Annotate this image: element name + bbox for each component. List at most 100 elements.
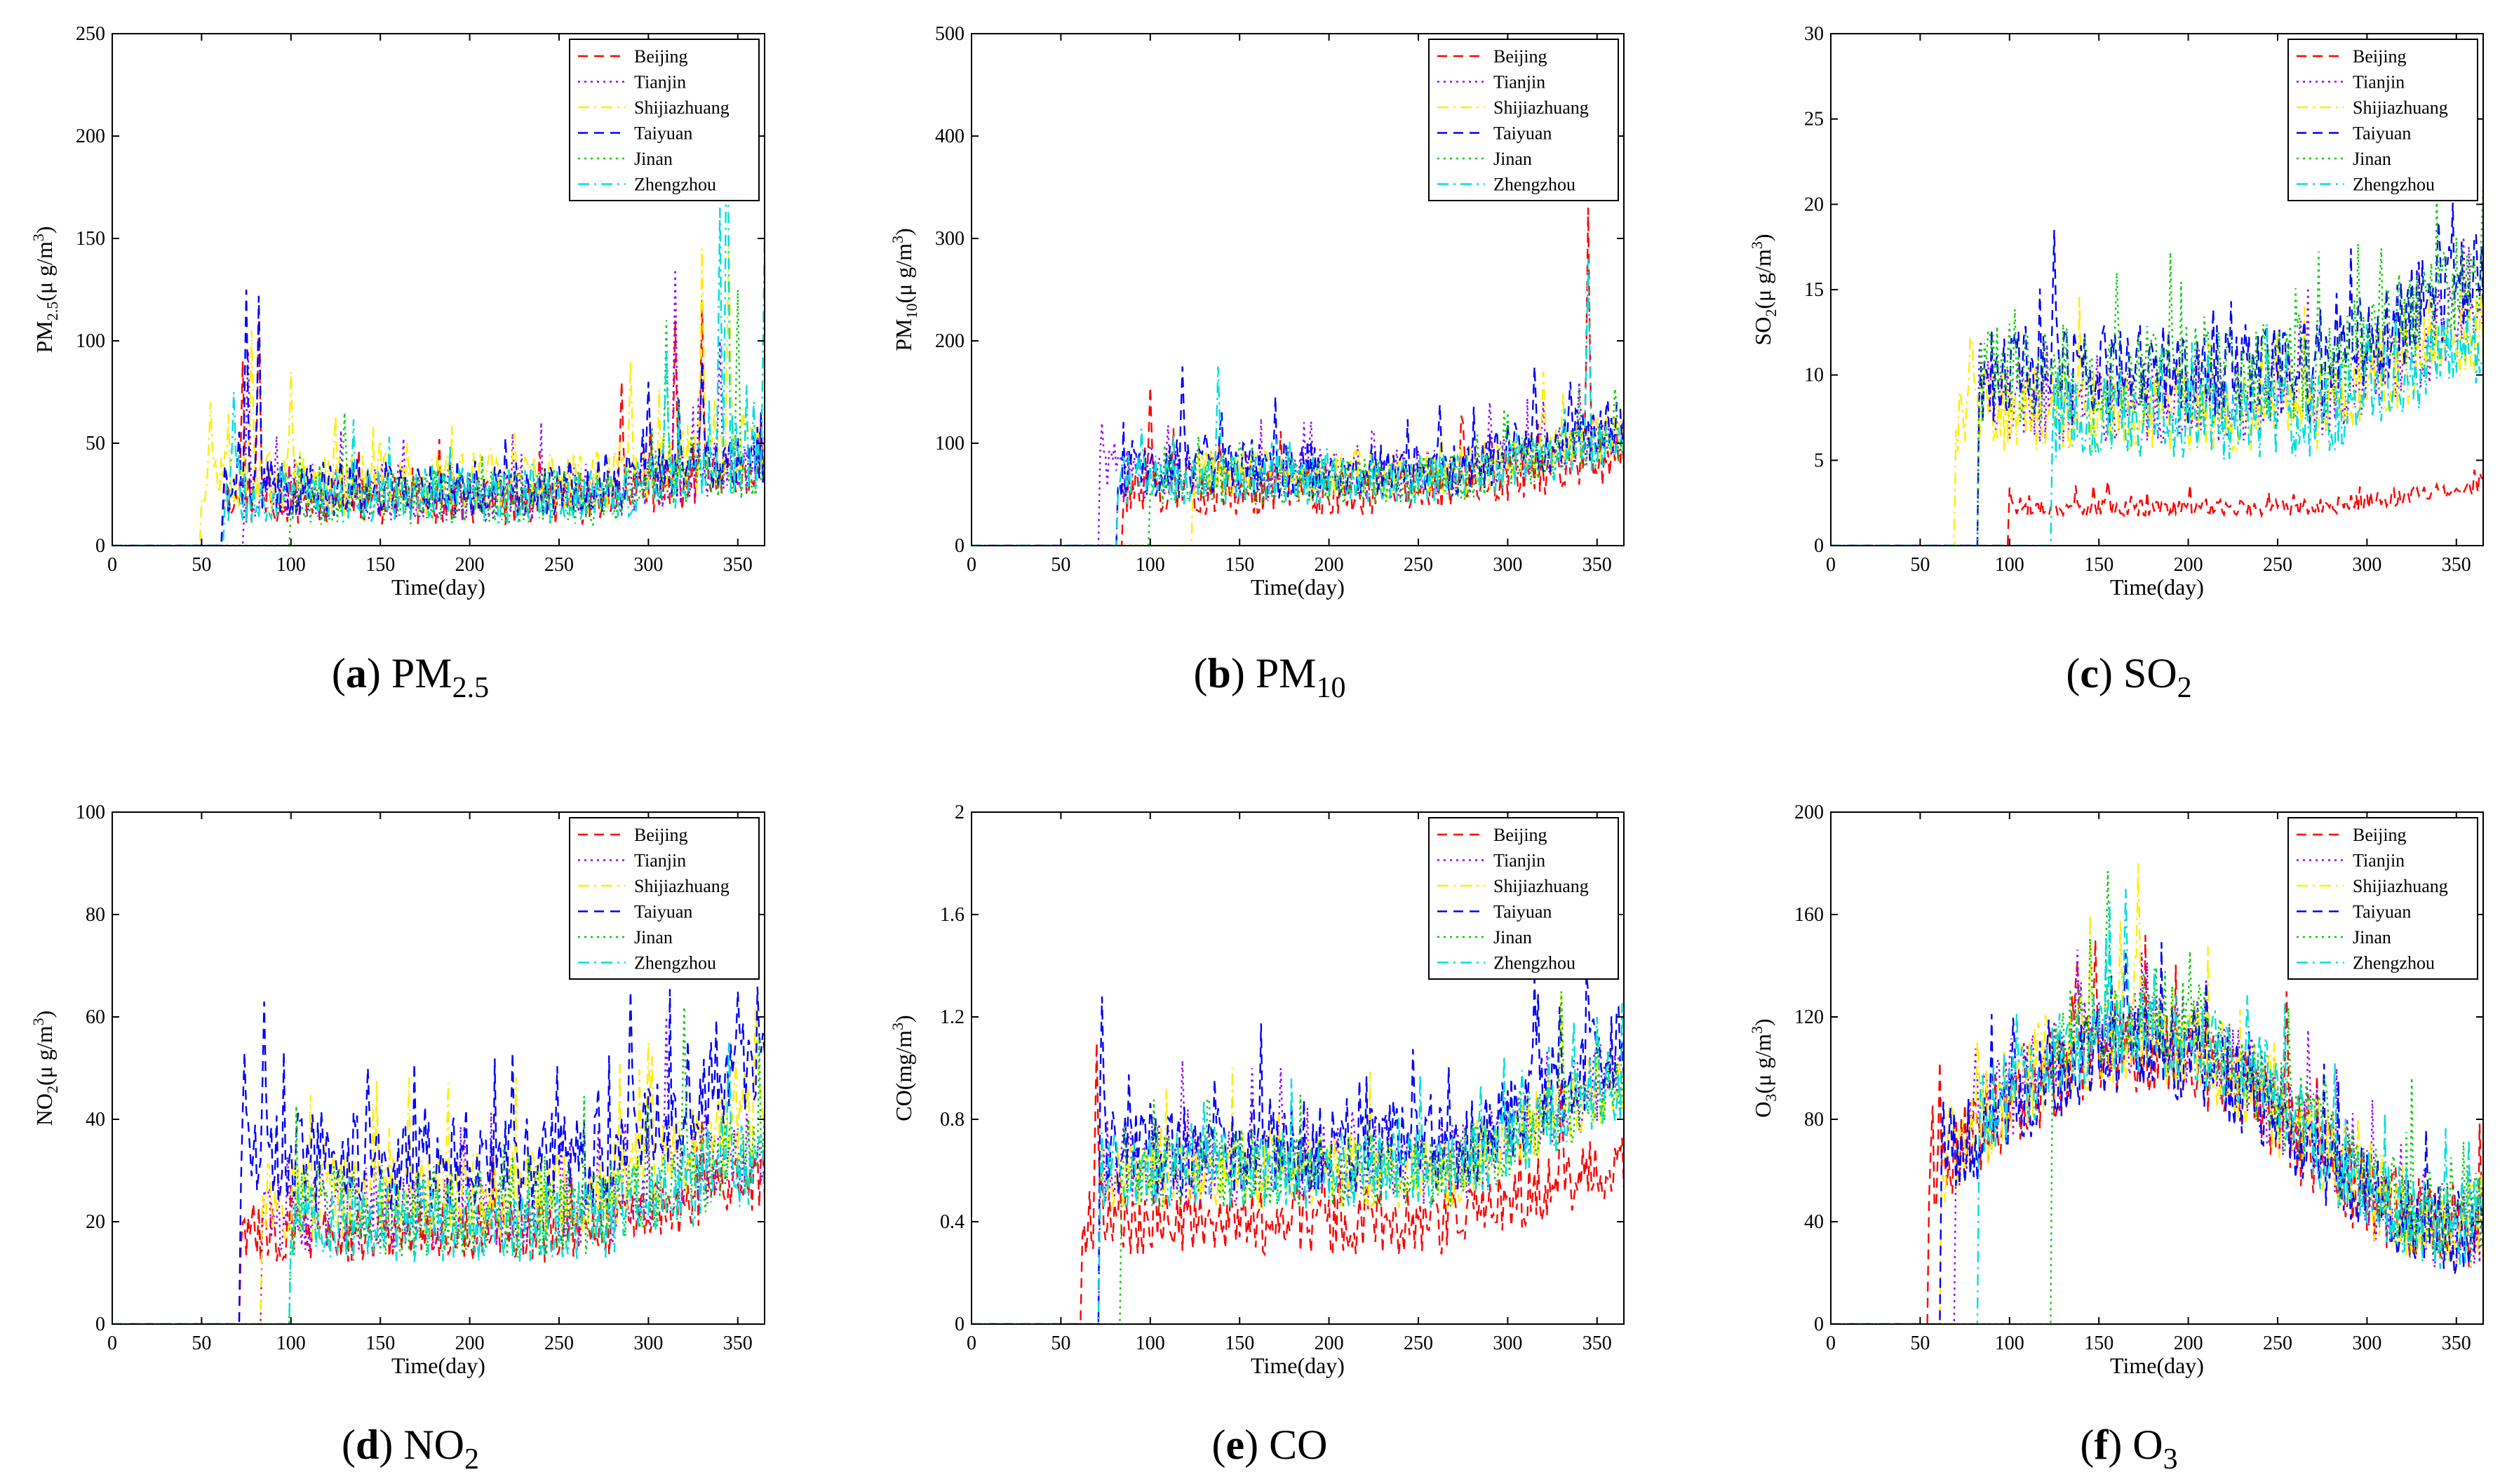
y-label-base: PM xyxy=(32,321,57,353)
caption-base: CO xyxy=(1269,1422,1327,1468)
caption-base: PM xyxy=(391,650,452,696)
x-tick-label: 100 xyxy=(1995,554,2024,576)
legend-label-tianjin: Tianjin xyxy=(2353,851,2405,871)
x-tick-label: 350 xyxy=(2442,554,2471,576)
y-tick-label: 100 xyxy=(935,433,965,454)
series-line-zhengzhou xyxy=(972,1003,1624,1324)
caption-open: ( xyxy=(1212,1422,1226,1468)
legend-label-zhengzhou: Zhengzhou xyxy=(1493,953,1575,973)
y-tick-label: 5 xyxy=(1814,450,1824,471)
legend-label-jinan: Jinan xyxy=(1493,927,1532,947)
y-label-base: CO(mg/m xyxy=(891,1030,916,1121)
y-tick-label: 0.4 xyxy=(940,1211,965,1233)
legend-label-zhengzhou: Zhengzhou xyxy=(1493,175,1575,195)
y-tick-label: 0 xyxy=(1814,535,1824,557)
legend-label-tianjin: Tianjin xyxy=(634,72,686,93)
x-tick-label: 300 xyxy=(633,1333,663,1354)
legend-label-zhengzhou: Zhengzhou xyxy=(2353,175,2435,195)
legend-label-shijiazhuang: Shijiazhuang xyxy=(2353,876,2448,896)
x-tick-label: 350 xyxy=(723,554,753,576)
series-group xyxy=(972,208,1624,546)
y-label-unit: (μ g/m xyxy=(891,243,916,304)
x-tick-label: 250 xyxy=(2263,554,2292,576)
x-tick-label: 200 xyxy=(2174,1333,2203,1354)
y-label-unit: (μ g/m xyxy=(32,241,57,302)
y-tick-label: 50 xyxy=(86,433,105,454)
y-tick-label: 0 xyxy=(1814,1314,1824,1335)
legend-label-zhengzhou: Zhengzhou xyxy=(634,175,716,195)
y-tick-label: 300 xyxy=(935,228,965,250)
y-axis-label: CO(mg/m3) xyxy=(889,1015,916,1121)
y-label-sup: 3 xyxy=(29,1018,47,1025)
x-tick-label: 150 xyxy=(365,554,395,576)
y-label-sup: 3 xyxy=(1748,241,1766,249)
series-line-jinan xyxy=(112,289,765,546)
y-tick-label: 40 xyxy=(1804,1211,1824,1233)
x-tick-label: 200 xyxy=(2174,554,2203,576)
x-tick-label: 350 xyxy=(1582,554,1612,576)
legend-label-beijing: Beijing xyxy=(634,825,688,845)
x-tick-label: 0 xyxy=(107,1333,117,1354)
legend: Beijing Tianjin Shijiazhuang Taiyuan Jinan Zh… xyxy=(2287,39,2478,201)
caption-close: ) xyxy=(1244,1422,1269,1468)
legend-box xyxy=(2287,817,2478,980)
y-label-sub: 2 xyxy=(43,1086,61,1093)
caption-sub: 3 xyxy=(2163,1443,2178,1476)
legend-label-jinan: Jinan xyxy=(2353,149,2391,169)
y-tick-label: 1.6 xyxy=(940,904,965,926)
series-line-shijiazhuang xyxy=(1831,268,2483,546)
y-tick-label: 15 xyxy=(1804,279,1824,301)
x-tick-label: 150 xyxy=(1225,1333,1254,1354)
legend-label-tianjin: Tianjin xyxy=(634,851,686,871)
y-tick-label: 0.8 xyxy=(940,1109,965,1131)
y-tick-label: 400 xyxy=(935,126,965,147)
y-tick-label: 2 xyxy=(955,802,965,823)
legend-label-shijiazhuang: Shijiazhuang xyxy=(634,876,730,896)
x-tick-label: 100 xyxy=(276,1333,306,1354)
caption-base: SO xyxy=(2123,650,2177,696)
x-tick-label: 0 xyxy=(1826,1333,1836,1354)
plot-frame xyxy=(971,33,1625,546)
x-tick-label: 50 xyxy=(1051,1333,1070,1354)
legend-label-taiyuan: Taiyuan xyxy=(2353,123,2411,144)
x-tick-label: 50 xyxy=(191,554,211,576)
y-axis-label: O3(μ g/m3) xyxy=(1748,1018,1780,1117)
caption-letter: c xyxy=(2080,650,2099,696)
y-tick-label: 200 xyxy=(935,330,965,352)
y-label-sub: 3 xyxy=(1762,1094,1780,1102)
legend: Beijing Tianjin Shijiazhuang Taiyuan Jinan Zh… xyxy=(2287,817,2478,980)
plot-frame xyxy=(971,811,1625,1325)
legend-label-jinan: Jinan xyxy=(1493,149,1532,169)
caption-open: ( xyxy=(332,650,346,696)
y-label-base: O xyxy=(1750,1102,1775,1118)
legend-label-jinan: Jinan xyxy=(634,927,673,947)
caption-letter: f xyxy=(2094,1422,2109,1468)
x-tick-label: 100 xyxy=(1995,1333,2024,1354)
series-group xyxy=(1831,187,2483,546)
legend-box xyxy=(569,39,760,201)
y-tick-label: 20 xyxy=(1804,194,1824,215)
legend-label-beijing: Beijing xyxy=(634,46,688,67)
caption-close: ) xyxy=(2108,1422,2132,1468)
caption-sub: 2.5 xyxy=(452,672,490,704)
panel-caption: (a) PM2.5 xyxy=(332,650,489,704)
x-tick-label: 50 xyxy=(1051,554,1070,576)
x-axis-label: Time(day) xyxy=(391,1353,485,1378)
x-tick-label: 100 xyxy=(1136,554,1165,576)
y-label-sup: 3 xyxy=(29,234,47,241)
y-axis-label: PM2.5(μ g/m3) xyxy=(29,227,61,353)
legend-label-beijing: Beijing xyxy=(1493,825,1547,845)
legend-label-tianjin: Tianjin xyxy=(1493,72,1545,93)
x-tick-label: 150 xyxy=(2084,1333,2113,1354)
legend-label-taiyuan: Taiyuan xyxy=(634,123,692,144)
series-group xyxy=(1831,863,2483,1324)
plot-frame xyxy=(112,33,765,546)
series-line-taiyuan xyxy=(972,973,1624,1324)
legend-box xyxy=(1428,39,1619,201)
legend-label-taiyuan: Taiyuan xyxy=(1493,902,1552,922)
y-tick-label: 100 xyxy=(76,802,105,823)
series-line-tianjin xyxy=(972,1040,1624,1324)
series-group xyxy=(112,986,765,1324)
x-tick-label: 50 xyxy=(1910,1333,1930,1354)
caption-open: ( xyxy=(2080,1422,2094,1468)
